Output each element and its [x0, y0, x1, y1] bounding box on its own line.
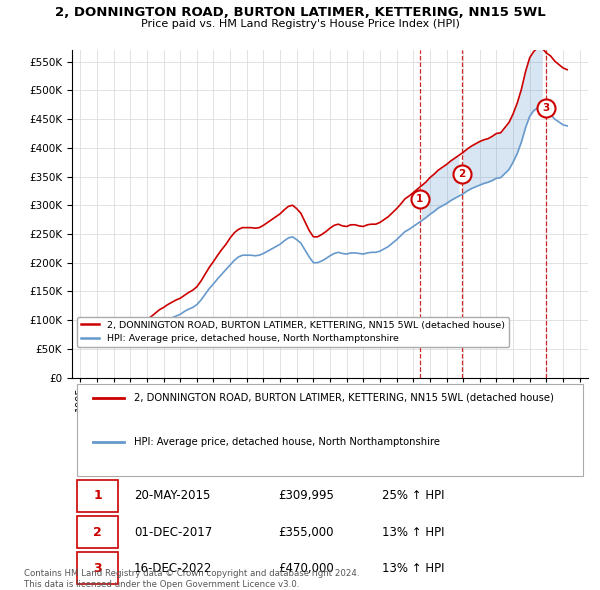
- Text: Price paid vs. HM Land Registry's House Price Index (HPI): Price paid vs. HM Land Registry's House …: [140, 19, 460, 29]
- Text: 2, DONNINGTON ROAD, BURTON LATIMER, KETTERING, NN15 5WL: 2, DONNINGTON ROAD, BURTON LATIMER, KETT…: [55, 6, 545, 19]
- Text: 1: 1: [94, 490, 102, 503]
- Text: 2: 2: [458, 169, 466, 179]
- FancyBboxPatch shape: [77, 480, 118, 512]
- Text: 16-DEC-2022: 16-DEC-2022: [134, 562, 212, 575]
- Text: 3: 3: [94, 562, 102, 575]
- Legend: 2, DONNINGTON ROAD, BURTON LATIMER, KETTERING, NN15 5WL (detached house), HPI: A: 2, DONNINGTON ROAD, BURTON LATIMER, KETT…: [77, 317, 509, 347]
- Text: 2: 2: [94, 526, 102, 539]
- Text: 2, DONNINGTON ROAD, BURTON LATIMER, KETTERING, NN15 5WL (detached house): 2, DONNINGTON ROAD, BURTON LATIMER, KETT…: [134, 392, 554, 402]
- FancyBboxPatch shape: [77, 516, 118, 548]
- Text: Contains HM Land Registry data © Crown copyright and database right 2024.
This d: Contains HM Land Registry data © Crown c…: [24, 569, 359, 589]
- Text: 1: 1: [416, 195, 423, 205]
- Text: 13% ↑ HPI: 13% ↑ HPI: [382, 562, 444, 575]
- Text: 25% ↑ HPI: 25% ↑ HPI: [382, 490, 444, 503]
- Text: 01-DEC-2017: 01-DEC-2017: [134, 526, 212, 539]
- Text: 3: 3: [542, 103, 550, 113]
- Text: 20-MAY-2015: 20-MAY-2015: [134, 490, 210, 503]
- FancyBboxPatch shape: [77, 552, 118, 584]
- FancyBboxPatch shape: [77, 384, 583, 476]
- Text: £355,000: £355,000: [278, 526, 334, 539]
- Text: 13% ↑ HPI: 13% ↑ HPI: [382, 526, 444, 539]
- Text: £309,995: £309,995: [278, 490, 334, 503]
- Text: HPI: Average price, detached house, North Northamptonshire: HPI: Average price, detached house, Nort…: [134, 437, 440, 447]
- Text: £470,000: £470,000: [278, 562, 334, 575]
